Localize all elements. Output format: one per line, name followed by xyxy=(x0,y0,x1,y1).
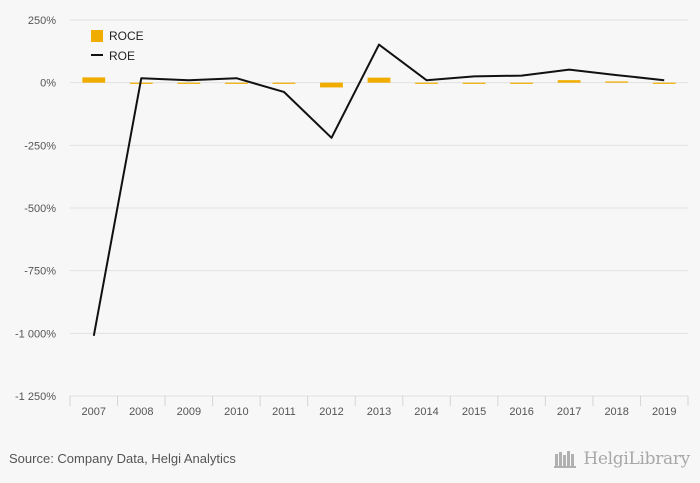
roce-bar[interactable] xyxy=(652,82,676,84)
roce-bar[interactable] xyxy=(605,81,629,83)
y-tick-label: 250% xyxy=(28,15,56,27)
footer: Source: Company Data, Helgi Analytics He… xyxy=(0,442,700,483)
roe-line-path[interactable] xyxy=(92,43,665,336)
x-tick-label: 2014 xyxy=(414,406,438,418)
legend-roe-label: ROE xyxy=(109,49,135,63)
x-tick-label: 2011 xyxy=(272,406,296,418)
legend-roce-label: ROCE xyxy=(109,29,144,43)
x-tick-label: 2009 xyxy=(177,406,201,418)
y-tick-label: -1 000% xyxy=(15,328,56,340)
x-tick-label: 2016 xyxy=(509,406,533,418)
library-books-icon xyxy=(554,451,577,468)
x-tick-label: 2018 xyxy=(604,406,628,418)
roce-bar[interactable] xyxy=(557,80,581,83)
x-tick-label: 2007 xyxy=(82,406,106,418)
roce-bar[interactable] xyxy=(224,82,248,84)
roe-line xyxy=(92,43,665,336)
roce-bar[interactable] xyxy=(462,82,486,84)
brand-logo[interactable]: HelgiLibrary xyxy=(553,448,690,470)
roce-bar[interactable] xyxy=(415,82,438,84)
roce-bar[interactable] xyxy=(320,82,343,88)
x-tick-label: 2012 xyxy=(319,406,343,418)
source-note: Source: Company Data, Helgi Analytics xyxy=(9,451,236,466)
y-tick-label: -750% xyxy=(24,266,56,278)
x-tick-label: 2008 xyxy=(129,406,153,418)
combo-chart: 250% 0% -250% -500% -750% -1 000% -1 250% 2007… xyxy=(15,15,689,418)
y-axis-ticks: 250% 0% -250% -500% -750% -1 000% -1 250% xyxy=(15,15,56,403)
y-tick-label: -500% xyxy=(24,203,56,215)
x-tick-label: 2017 xyxy=(557,406,581,418)
roce-bar[interactable] xyxy=(367,77,391,83)
y-tick-label: 0% xyxy=(40,78,56,90)
legend: ROCE ROE xyxy=(91,29,144,63)
roce-bar[interactable] xyxy=(272,82,296,84)
y-tick-label: -250% xyxy=(24,140,56,152)
x-axis: 2007 2008 2009 2010 2011 2012 2013 2014 2015 2016… xyxy=(69,396,689,418)
roce-bar[interactable] xyxy=(82,77,106,83)
roce-bar[interactable] xyxy=(177,82,201,84)
x-tick-label: 2010 xyxy=(224,406,248,418)
legend-roce-swatch xyxy=(91,30,103,42)
gridlines xyxy=(70,19,688,397)
y-tick-label: -1 250% xyxy=(15,391,56,403)
x-tick-label: 2019 xyxy=(652,406,676,418)
x-tick-label: 2013 xyxy=(367,406,391,418)
x-tick-label: 2015 xyxy=(462,406,486,418)
roce-bar[interactable] xyxy=(510,82,534,84)
brand-name: HelgiLibrary xyxy=(583,449,690,469)
